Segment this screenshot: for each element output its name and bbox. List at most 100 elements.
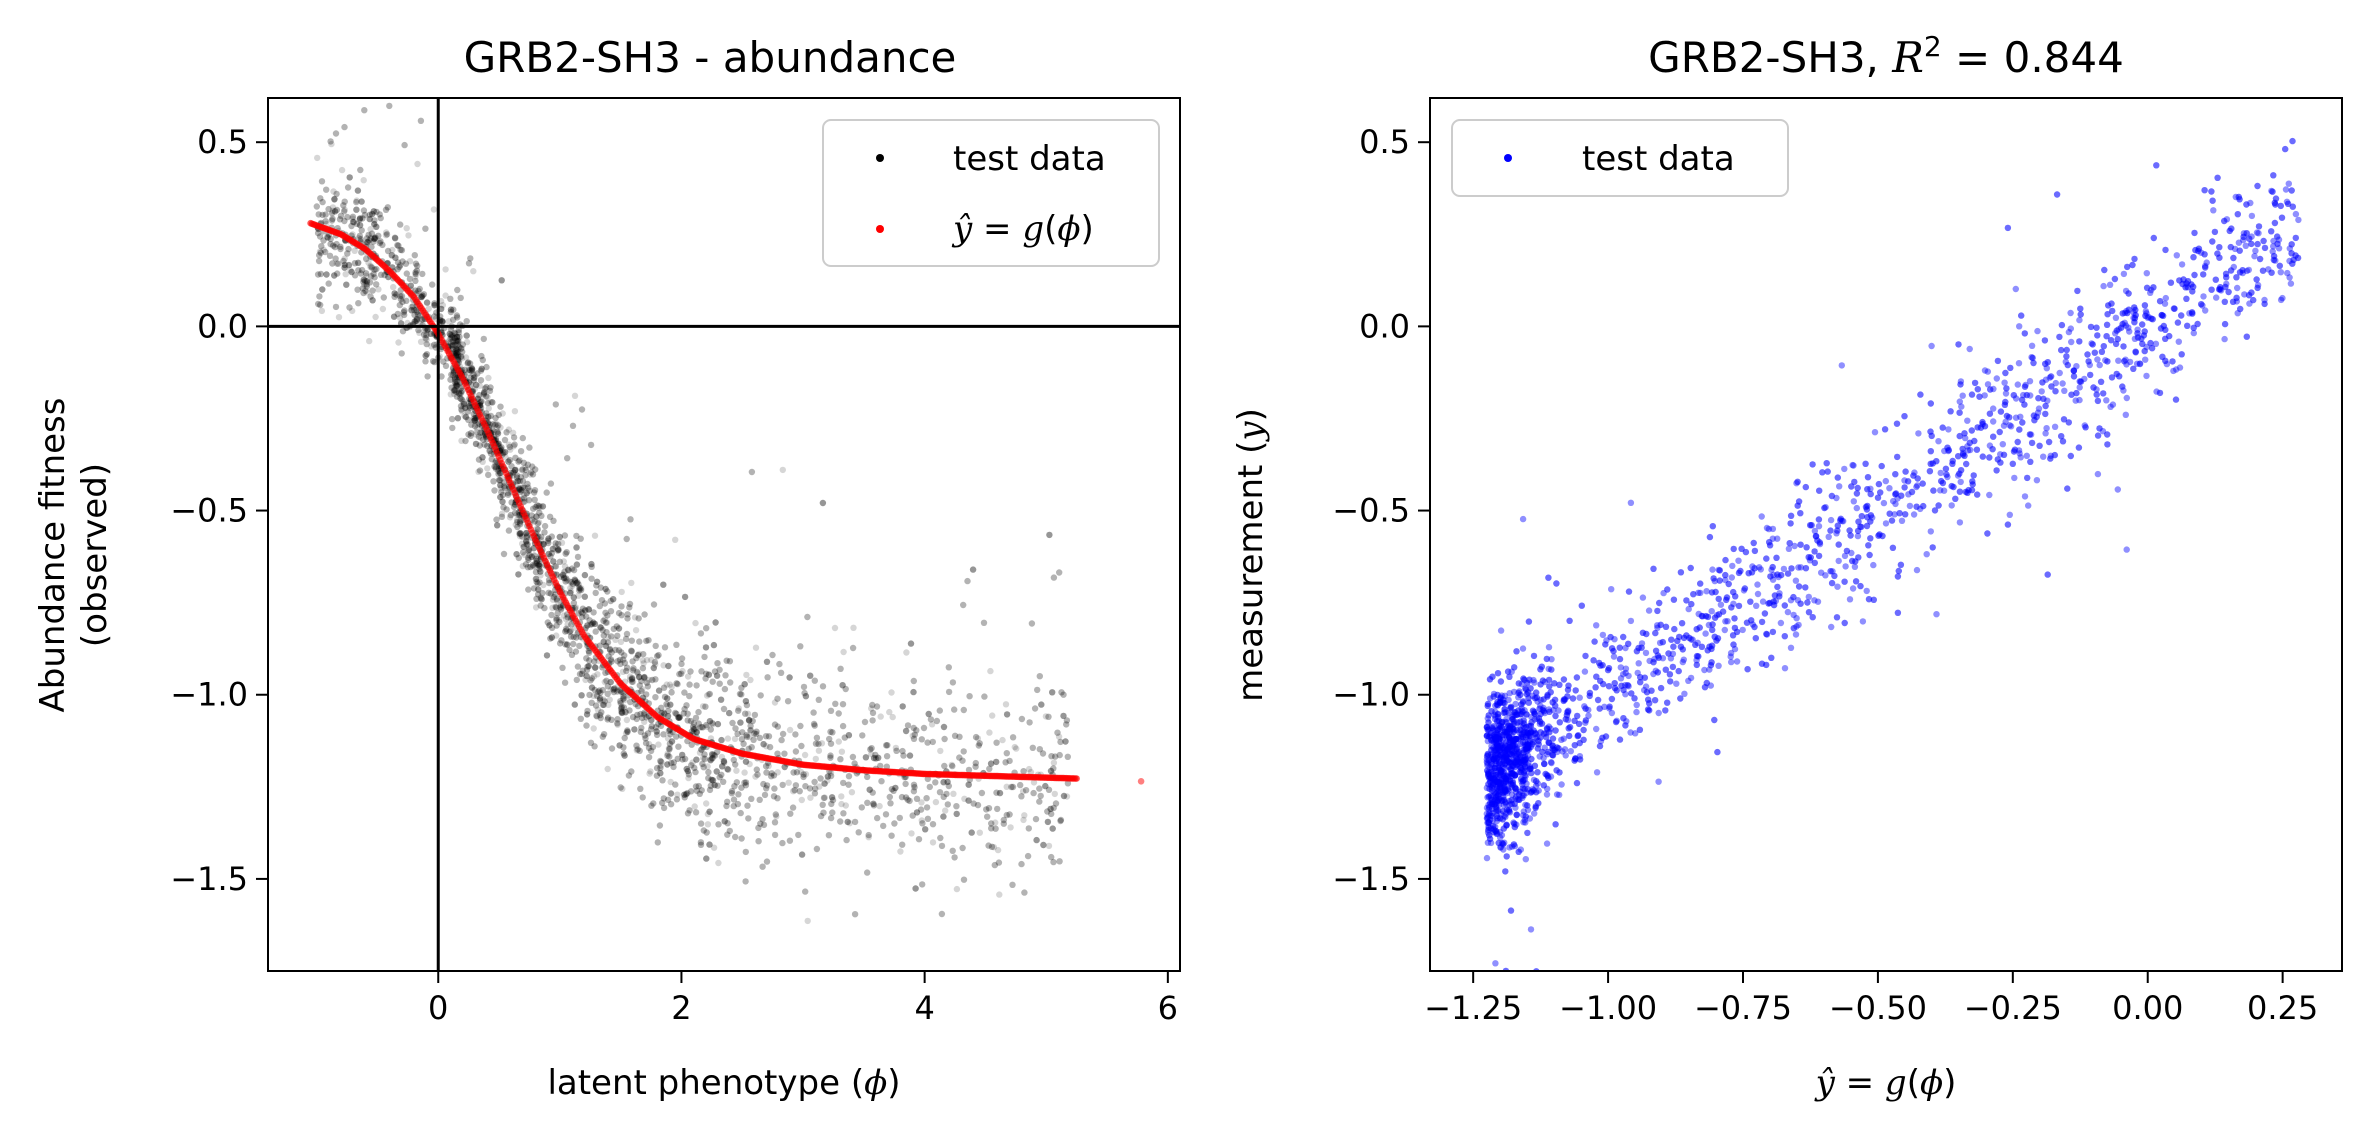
- test-data-point: [748, 744, 755, 751]
- test-data-point: [356, 57, 362, 63]
- test-data-point: [811, 778, 818, 786]
- test-data-point: [456, 343, 463, 351]
- test-data-point: [406, 258, 414, 265]
- test-data-point: [910, 688, 917, 696]
- test-data-point: [824, 773, 832, 780]
- test-data-point: [578, 692, 585, 699]
- test-data-point: [675, 714, 682, 721]
- test-data-point: [505, 527, 513, 534]
- test-data-point: [1048, 753, 1055, 760]
- test-data-point: [368, 273, 375, 280]
- test-data-point: [354, 187, 362, 194]
- test-data-point: [506, 514, 514, 521]
- test-data-point: [329, 215, 336, 222]
- test-data-point: [588, 575, 595, 582]
- test-data-point: [773, 813, 780, 820]
- test-data-point: [325, 280, 332, 287]
- test-data-point: [771, 721, 779, 728]
- test-data-point: [667, 790, 675, 797]
- test-data-point: [430, 206, 438, 213]
- test-data-point: [781, 763, 788, 771]
- test-data-point: [1055, 733, 1063, 740]
- test-data-point: [491, 487, 498, 494]
- test-data-point: [343, 281, 350, 288]
- test-data-point: [459, 397, 466, 404]
- test-data-point: [760, 741, 767, 748]
- test-data-point: [600, 731, 608, 738]
- test-data-point: [524, 541, 531, 548]
- test-data-point: [831, 624, 839, 632]
- test-data-point: [528, 553, 535, 560]
- test-data-point: [495, 470, 502, 478]
- test-data-point: [779, 839, 786, 847]
- test-data-point: [735, 707, 742, 714]
- test-data-point: [600, 632, 607, 639]
- test-data-point: [610, 596, 617, 603]
- test-data-point: [631, 614, 639, 621]
- test-data-point: [724, 766, 732, 773]
- test-data-point: [607, 678, 614, 686]
- test-data-point: [347, 267, 354, 274]
- test-data-point: [739, 729, 746, 736]
- test-data-point: [467, 255, 474, 262]
- test-data-point: [625, 772, 633, 779]
- test-data-point: [423, 340, 430, 348]
- test-data-point: [709, 721, 716, 728]
- test-data-point: [835, 738, 842, 745]
- test-data-point: [786, 726, 794, 734]
- test-data-point: [665, 662, 672, 670]
- test-data-point: [548, 634, 556, 641]
- test-data-point: [706, 690, 713, 698]
- test-data-point: [706, 718, 714, 725]
- test-data-point: [390, 283, 397, 291]
- test-data-point: [548, 624, 556, 631]
- test-data-point: [576, 642, 583, 650]
- test-data-point: [735, 705, 742, 712]
- test-data-point: [546, 622, 553, 629]
- test-data-point: [657, 770, 664, 777]
- test-data-point: [735, 791, 742, 798]
- test-data-point: [583, 711, 591, 718]
- test-data-point: [709, 751, 716, 758]
- test-data-point: [699, 703, 707, 710]
- test-data-point: [996, 789, 1004, 797]
- test-data-point: [314, 229, 322, 237]
- test-data-point: [695, 708, 702, 716]
- test-data-point: [640, 660, 647, 667]
- test-data-point: [674, 680, 681, 688]
- test-data-point: [408, 303, 415, 311]
- test-data-point: [906, 752, 914, 759]
- test-data-point: [742, 698, 750, 705]
- test-data-point: [573, 634, 580, 641]
- test-data-point: [476, 382, 483, 389]
- test-data-point: [553, 622, 560, 629]
- test-data-point: [439, 317, 446, 325]
- test-data-point: [711, 781, 718, 789]
- test-data-point: [732, 725, 739, 732]
- test-data-point: [399, 258, 406, 265]
- test-data-point: [690, 726, 697, 733]
- test-data-point: [938, 842, 946, 850]
- test-data-point: [395, 242, 402, 249]
- test-data-point: [908, 830, 915, 837]
- test-data-point: [667, 701, 674, 708]
- test-data-point: [870, 754, 878, 762]
- test-data-point: [800, 683, 808, 691]
- test-data-point: [375, 286, 382, 293]
- test-data-point: [586, 691, 593, 699]
- test-data-point: [1021, 812, 1028, 819]
- test-data-point: [650, 664, 657, 672]
- test-data-point: [797, 643, 804, 650]
- test-data-point: [343, 281, 350, 288]
- test-data-point: [344, 184, 352, 191]
- test-data-point: [517, 448, 525, 455]
- test-data-point: [540, 541, 547, 548]
- test-data-point: [688, 762, 695, 769]
- test-data-point: [528, 553, 535, 560]
- test-data-point: [730, 802, 737, 810]
- test-data-point: [655, 687, 663, 694]
- test-data-point: [951, 706, 958, 713]
- test-data-point: [643, 656, 651, 664]
- test-data-point: [510, 469, 517, 476]
- test-data-point: [413, 317, 420, 324]
